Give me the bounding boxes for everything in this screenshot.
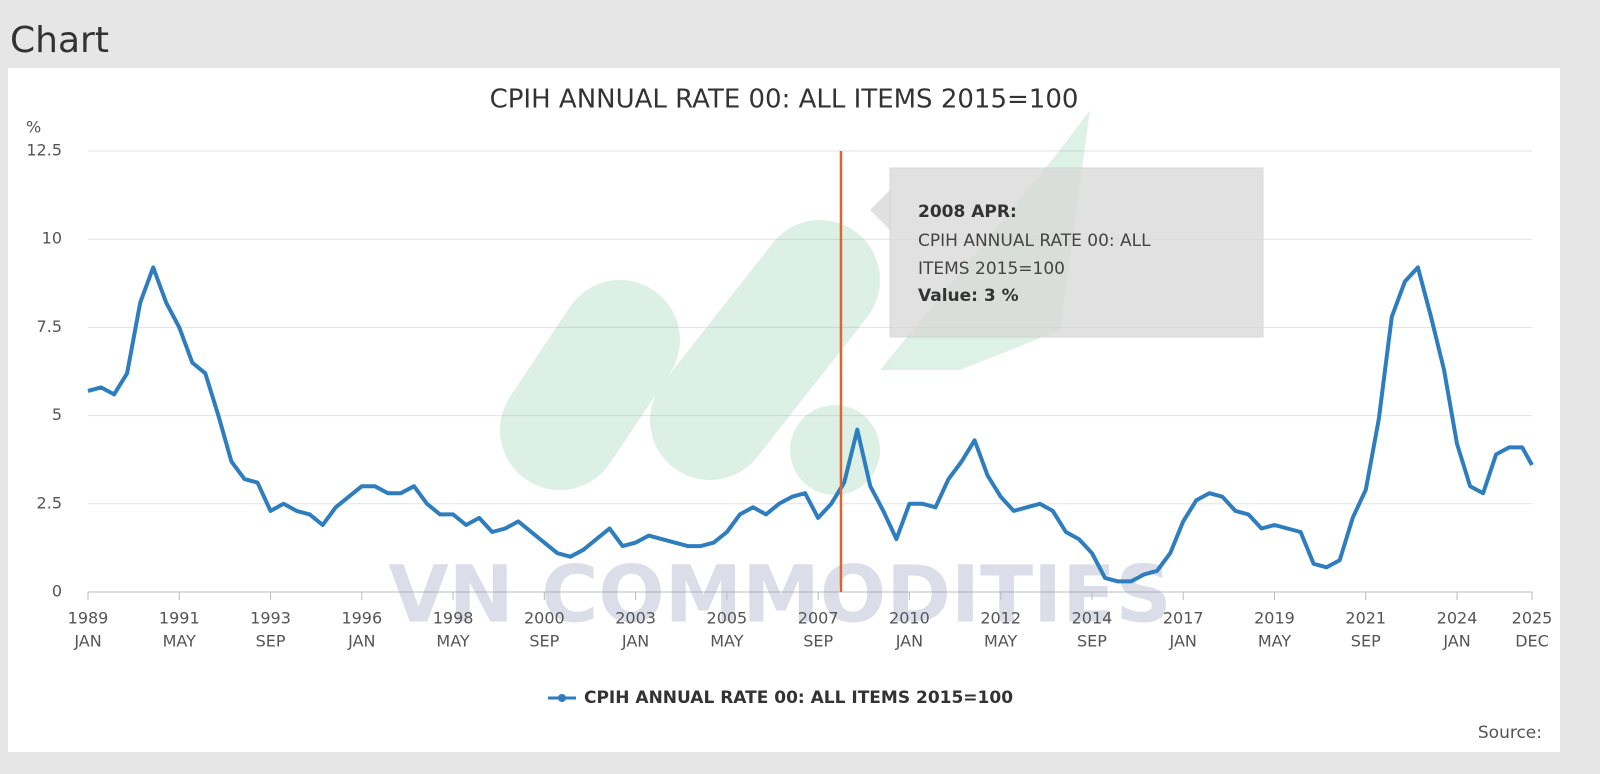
tooltip-title: 2008 APR:: [918, 202, 1017, 222]
x-tick-label: 1996: [341, 609, 382, 628]
x-tick-label: MAY: [710, 632, 744, 651]
chart-title: CPIH ANNUAL RATE 00: ALL ITEMS 2015=100: [490, 85, 1079, 115]
x-tick-label: SEP: [1351, 632, 1381, 651]
y-tick-label: 7.5: [37, 317, 62, 336]
line-series: [87, 265, 1534, 584]
x-tick-label: 1989: [68, 609, 109, 628]
y-unit: %: [26, 118, 41, 137]
x-tick-label: MAY: [436, 632, 470, 651]
x-tick-label: 2014: [1072, 609, 1113, 628]
x-tick-label: MAY: [1258, 632, 1292, 651]
x-tick-label: 1993: [250, 609, 291, 628]
x-tick-label: JAN: [73, 632, 101, 651]
x-tick-label: DEC: [1515, 632, 1549, 651]
x-tick-label: SEP: [1077, 632, 1107, 651]
x-tick-label: SEP: [256, 632, 286, 651]
y-tick-label: 2.5: [37, 493, 62, 512]
x-tick-label: 2005: [707, 609, 748, 628]
legend-dot: [558, 694, 566, 702]
x-tick-label: 2021: [1345, 609, 1386, 628]
x-tick-label: 2012: [980, 609, 1021, 628]
x-tick-label: 2010: [889, 609, 930, 628]
y-tick-label: 12.5: [26, 141, 62, 160]
source: Source:: [1478, 723, 1542, 743]
header: Chart: [10, 20, 109, 61]
x-tick-label: 2007: [798, 609, 839, 628]
x-tick-label: SEP: [529, 632, 559, 651]
x-tick-label: JAN: [621, 632, 649, 651]
y-tick-label: 5: [52, 405, 62, 424]
x-tick-label: 2025: [1512, 609, 1553, 628]
tooltip: [889, 167, 1264, 338]
x-tick-label: 2019: [1254, 609, 1295, 628]
tooltip-series: CPIH ANNUAL RATE 00: ALL ITEMS 2015=100: [918, 231, 1156, 279]
x-tick-label: 1991: [159, 609, 200, 628]
y-tick-label: 10: [42, 229, 62, 248]
x-tick-label: JAN: [1442, 632, 1470, 651]
watermark: VN COMMODITIES: [388, 550, 1171, 640]
panel: [8, 68, 1560, 752]
x-tick-label: JAN: [895, 632, 923, 651]
x-tick-label: MAY: [163, 632, 197, 651]
x-tick-label: 1998: [433, 609, 474, 628]
x-tick-label: 2000: [524, 609, 565, 628]
x-tick-label: 2003: [615, 609, 656, 628]
legend-label: CPIH ANNUAL RATE 00: ALL ITEMS 2015=100: [584, 688, 1013, 708]
x-tick-label: SEP: [803, 632, 833, 651]
x-tick-label: MAY: [984, 632, 1018, 651]
x-tick-label: JAN: [1169, 632, 1197, 651]
x-tick-label: 2017: [1163, 609, 1204, 628]
x-tick-label: JAN: [347, 632, 375, 651]
x-tick-label: 2024: [1437, 609, 1478, 628]
tooltip-value: Value: 3 %: [918, 286, 1019, 306]
y-tick-label: 0: [52, 582, 62, 601]
tooltip-pointer: [870, 190, 890, 230]
